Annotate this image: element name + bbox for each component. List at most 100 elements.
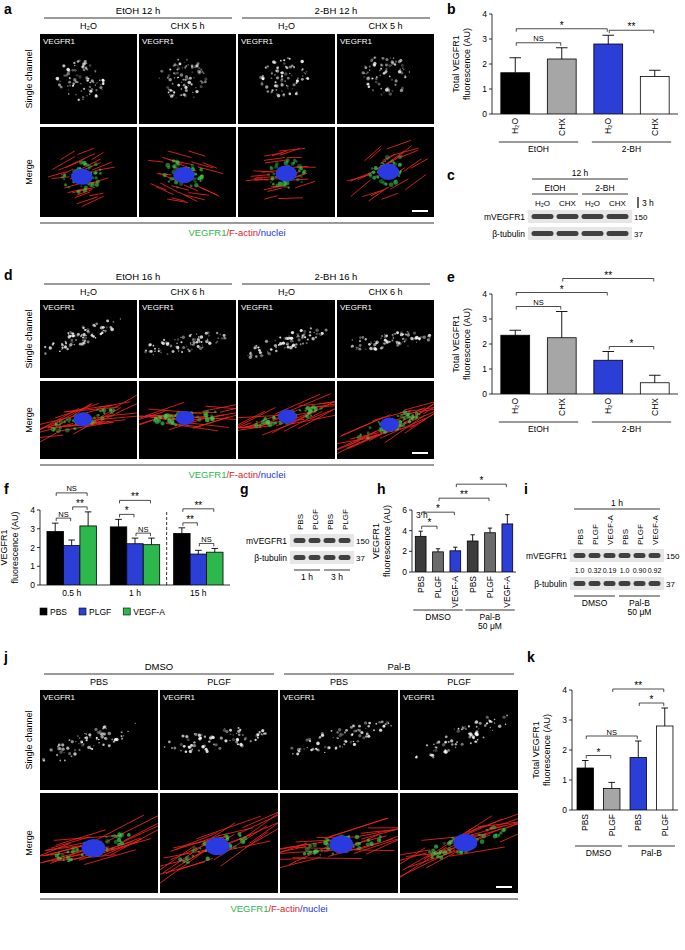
band xyxy=(309,538,321,543)
vegfr1-signal xyxy=(74,344,75,345)
vegfr1-signal xyxy=(81,90,82,91)
vegfr1-signal xyxy=(114,739,115,740)
band-label: mVEGFR1 xyxy=(484,212,525,222)
cell xyxy=(44,318,121,355)
vegfr1-signal xyxy=(44,346,46,348)
vegfr1-signal xyxy=(65,428,69,432)
vegfr1-signal xyxy=(202,71,204,73)
vegfr1-signal xyxy=(87,330,90,333)
vegfr1-signal xyxy=(267,173,270,176)
vegfr1-signal xyxy=(367,735,370,738)
vegfr1-signal xyxy=(360,731,363,734)
vegfr1-signal xyxy=(271,72,273,74)
vegfr1-signal xyxy=(275,70,277,72)
vegfr1-signal xyxy=(193,96,195,98)
actin-fiber xyxy=(160,183,179,193)
actin-fiber xyxy=(267,188,281,191)
vegfr1-signal xyxy=(169,69,171,71)
vegfr1-signal xyxy=(279,336,281,338)
vegfr1-signal xyxy=(78,99,80,101)
vegfr1-signal xyxy=(380,94,382,96)
vegfr1-signal xyxy=(61,347,63,349)
vegfr1-signal xyxy=(366,436,370,440)
vegfr1-signal xyxy=(160,70,163,73)
column-label: H₂O xyxy=(80,21,97,31)
column-label: PBS xyxy=(90,677,108,687)
vegfr1-signal xyxy=(201,81,204,84)
column-label: PBS xyxy=(330,677,348,687)
vegfr1-signal xyxy=(42,758,45,761)
vegfr1-signal xyxy=(350,741,353,744)
actin-fiber xyxy=(242,809,278,828)
vegfr1-signal xyxy=(476,726,478,728)
vegfr1-signal xyxy=(303,748,305,750)
vegfr1-signal xyxy=(341,733,344,736)
vegfr1-signal xyxy=(82,336,84,338)
actin-fiber xyxy=(148,409,201,413)
vegfr1-signal xyxy=(393,162,395,164)
vegfr1-signal xyxy=(399,414,403,418)
vegfr1-signal xyxy=(187,861,190,864)
vegfr1-signal xyxy=(261,76,264,79)
vegfr1-signal xyxy=(59,350,61,352)
vegfr1-signal xyxy=(87,340,90,343)
vegfr1-signal xyxy=(383,92,385,94)
vegfr1-signal xyxy=(259,424,262,427)
vegfr1-signal xyxy=(191,749,193,751)
vegfr1-signal xyxy=(191,71,193,73)
vegfr1-signal xyxy=(394,84,396,86)
cell xyxy=(40,393,137,446)
vegfr1-signal xyxy=(287,57,289,59)
vegfr1-signal xyxy=(300,175,303,178)
vegfr1-signal xyxy=(381,161,384,164)
vegfr1-signal xyxy=(492,730,493,731)
actin-fiber xyxy=(264,158,285,161)
vegfr1-signal xyxy=(191,164,194,167)
vegfr1-signal xyxy=(108,732,112,736)
vegfr1-signal xyxy=(299,409,301,411)
vegfr1-signal xyxy=(369,69,370,70)
blot-strip xyxy=(528,210,632,223)
vegfr1-signal xyxy=(299,336,300,337)
vegfr1-signal xyxy=(59,420,63,424)
vegfr1-signal xyxy=(206,750,209,753)
band xyxy=(619,553,631,558)
vegfr1-signal xyxy=(86,95,88,97)
vegfr1-signal xyxy=(174,77,176,79)
vegfr1-signal xyxy=(309,740,311,742)
vegfr1-signal xyxy=(71,339,74,342)
vegfr1-signal xyxy=(108,744,111,747)
vegfr1-signal xyxy=(176,68,178,70)
vegfr1-signal xyxy=(115,738,118,741)
caption: VEGFR1/F-actin/nuclei xyxy=(230,903,327,914)
vegfr1-signal xyxy=(271,176,275,180)
vegfr1-signal xyxy=(374,340,376,342)
micrograph xyxy=(337,381,434,459)
vegfr1-signal xyxy=(68,89,69,90)
vegfr1-signal xyxy=(319,736,321,738)
vegfr1-signal xyxy=(358,734,361,737)
vegfr1-signal xyxy=(494,719,496,721)
vegfr1-signal xyxy=(391,78,393,80)
vegfr1-signal xyxy=(391,60,394,63)
actin-fiber xyxy=(264,196,277,200)
vegfr1-signal xyxy=(238,727,240,729)
vegfr1-signal xyxy=(296,178,300,182)
vegfr1-signal xyxy=(82,99,83,100)
vegfr1-signal xyxy=(189,750,192,753)
vegfr1-signal xyxy=(364,721,367,724)
vegfr1-signal xyxy=(387,88,390,91)
micrograph xyxy=(238,381,335,459)
vegfr1-signal xyxy=(295,346,297,348)
vegfr1-signal xyxy=(53,427,56,430)
vegfr1-signal xyxy=(378,721,381,724)
channel-label: VEGFR1 xyxy=(142,303,175,312)
vegfr1-signal xyxy=(505,724,507,726)
vegfr1-signal xyxy=(411,338,414,341)
lane-label: PLGF xyxy=(636,524,645,545)
vegfr1-signal xyxy=(78,749,80,751)
vegfr1-signal xyxy=(331,730,333,732)
vegfr1-signal xyxy=(190,342,192,344)
vegfr1-signal xyxy=(303,330,306,333)
vegfr1-signal xyxy=(301,69,304,72)
